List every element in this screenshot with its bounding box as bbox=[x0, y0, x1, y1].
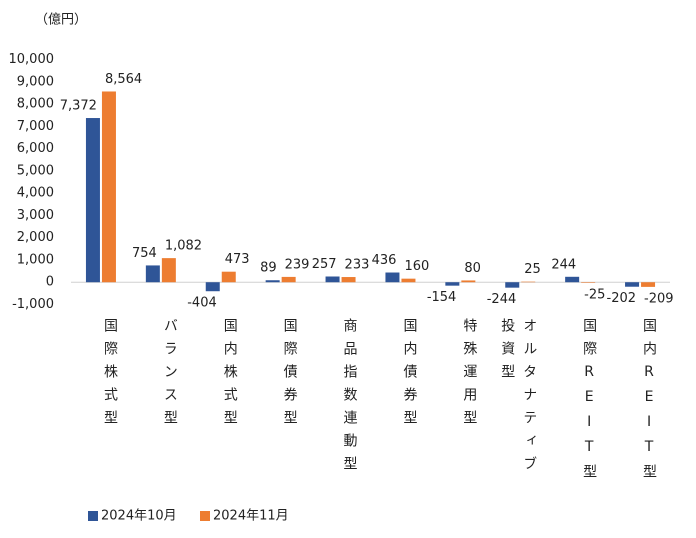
value-label: 7,372 bbox=[60, 99, 97, 114]
y-tick-label: 1,000 bbox=[17, 252, 54, 267]
bar bbox=[325, 276, 340, 283]
bar bbox=[341, 277, 356, 283]
bar bbox=[205, 282, 220, 292]
bar bbox=[505, 282, 520, 288]
y-tick-label: 6,000 bbox=[17, 141, 54, 156]
y-tick-label: 4,000 bbox=[17, 186, 54, 201]
value-label: 80 bbox=[464, 261, 481, 276]
bar bbox=[101, 91, 116, 283]
x-tick-label: 特殊運用型 bbox=[461, 318, 478, 433]
bar bbox=[385, 272, 400, 283]
x-tick-label: オルタナティブ投資型 bbox=[499, 318, 538, 479]
value-label: 257 bbox=[312, 257, 337, 272]
y-tick-label: 0 bbox=[46, 275, 54, 290]
value-label: 239 bbox=[285, 257, 310, 272]
y-tick-label: 2,000 bbox=[17, 230, 54, 245]
bar bbox=[445, 282, 460, 286]
value-label: -404 bbox=[187, 296, 217, 311]
bar bbox=[265, 280, 280, 283]
bar bbox=[145, 265, 160, 283]
x-tick-label: 国内株式型 bbox=[221, 318, 238, 433]
value-label: -209 bbox=[644, 291, 674, 306]
value-label: -244 bbox=[487, 292, 517, 307]
y-tick-label: 7,000 bbox=[17, 119, 54, 134]
x-tick-label: 国内REIT型 bbox=[641, 318, 658, 487]
bar bbox=[521, 281, 536, 283]
y-tick-label: 8,000 bbox=[17, 97, 54, 112]
value-label: 754 bbox=[132, 246, 157, 261]
bar bbox=[565, 276, 580, 283]
value-label: 8,564 bbox=[105, 72, 142, 87]
legend-swatch bbox=[200, 511, 210, 521]
bar bbox=[401, 278, 416, 283]
x-tick-label: 国際REIT型 bbox=[581, 318, 598, 487]
y-tick-label: 3,000 bbox=[17, 208, 54, 223]
bar bbox=[641, 282, 656, 287]
value-label: 25 bbox=[524, 262, 541, 277]
bar bbox=[625, 282, 640, 287]
legend-swatch bbox=[88, 511, 98, 521]
value-label: 160 bbox=[404, 259, 429, 274]
value-label: 473 bbox=[225, 252, 250, 267]
x-tick-label: 商品指数連動型 bbox=[341, 318, 358, 479]
x-tick-label: 国際株式型 bbox=[101, 318, 118, 433]
value-label: -202 bbox=[607, 291, 637, 306]
bar bbox=[581, 282, 596, 283]
y-tick-label: -1,000 bbox=[12, 297, 54, 312]
value-label: -25 bbox=[584, 287, 605, 302]
y-tick-label: 9,000 bbox=[17, 74, 54, 89]
value-label: 89 bbox=[260, 261, 277, 276]
bar bbox=[461, 280, 476, 283]
x-tick-label: 国際債券型 bbox=[281, 318, 298, 433]
legend-label: 2024年10月 bbox=[101, 509, 177, 524]
y-tick-label: 5,000 bbox=[17, 163, 54, 178]
legend-label: 2024年11月 bbox=[213, 509, 289, 524]
bar bbox=[85, 118, 100, 283]
x-tick-label: 国内債券型 bbox=[401, 318, 418, 433]
y-tick-label: 10,000 bbox=[9, 52, 55, 67]
value-label: 244 bbox=[551, 257, 576, 272]
unit-label: （億円） bbox=[35, 12, 87, 28]
value-label: 436 bbox=[372, 253, 397, 268]
value-label: 1,082 bbox=[165, 239, 202, 254]
value-label: 233 bbox=[345, 258, 370, 273]
bar bbox=[161, 258, 176, 283]
bar bbox=[221, 271, 236, 283]
bar bbox=[281, 276, 296, 283]
x-tick-label: バランス型 bbox=[161, 318, 178, 433]
value-label: -154 bbox=[427, 290, 457, 305]
